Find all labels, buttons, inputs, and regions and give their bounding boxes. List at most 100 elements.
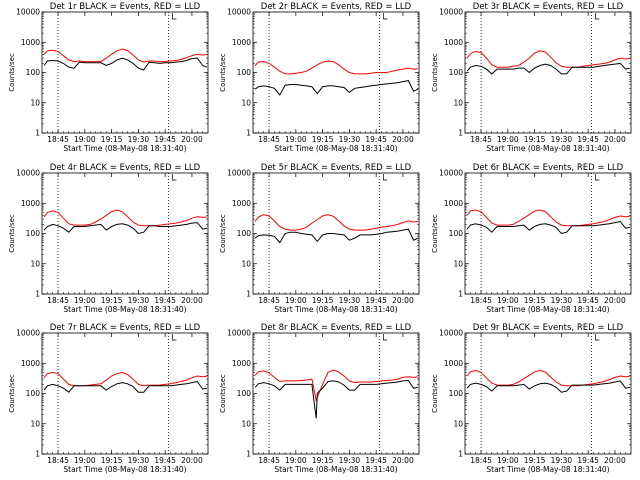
y-tick-label: 10 xyxy=(453,98,463,107)
x-tick-label: 18:45 xyxy=(258,456,280,465)
y-tick-label: 1 xyxy=(458,290,463,299)
x-tick-label: 20:00 xyxy=(392,456,414,465)
x-tick-label: 18:45 xyxy=(47,456,69,465)
panel-title: Det 9r BLACK = Events, RED = LLD xyxy=(473,323,624,333)
x-tick-label: 20:00 xyxy=(604,135,626,144)
y-axis-label: Counts/sec xyxy=(8,374,16,413)
y-tick-label: 10000 xyxy=(439,169,463,178)
x-axis-label: Start Time (08-May-08 18:31:40) xyxy=(274,144,397,153)
events-series-line xyxy=(466,62,631,75)
events-series-line xyxy=(466,220,631,235)
events-series-line xyxy=(254,80,419,96)
panel-2: Det 2r BLACK = Events, RED = LLD 1 10 100 10… xyxy=(219,2,420,153)
x-tick-label: 19:15 xyxy=(101,135,123,144)
y-tick-label: 1000 xyxy=(444,199,463,208)
x-tick-label: 19:00 xyxy=(497,456,519,465)
y-tick-label: 1 xyxy=(246,450,251,459)
x-tick-label: 19:00 xyxy=(285,296,307,305)
x-tick-label: 20:00 xyxy=(604,296,626,305)
plot-frame xyxy=(464,332,632,455)
y-tick-label: 10000 xyxy=(16,169,40,178)
y-tick-label: 1 xyxy=(246,290,251,299)
x-tick-label: 19:30 xyxy=(339,135,361,144)
marker-glyph xyxy=(383,13,388,20)
x-tick-label: 19:45 xyxy=(577,296,599,305)
y-tick-label: 100 xyxy=(237,229,252,238)
y-axis-label: Counts/sec xyxy=(431,53,439,92)
events-series-line xyxy=(254,379,419,419)
x-tick-label: 19:30 xyxy=(551,456,573,465)
x-tick-label: 19:45 xyxy=(365,456,387,465)
plot-frame xyxy=(464,172,632,295)
y-axis-label: Counts/sec xyxy=(8,53,16,92)
y-tick-label: 100 xyxy=(26,68,41,77)
x-tick-label: 20:00 xyxy=(392,296,414,305)
x-tick-label: 19:45 xyxy=(365,296,387,305)
y-tick-label: 10000 xyxy=(227,329,251,338)
plot-frame xyxy=(252,332,420,455)
y-tick-label: 10000 xyxy=(16,329,40,338)
x-tick-label: 19:15 xyxy=(101,296,123,305)
y-tick-label: 10 xyxy=(241,419,251,428)
x-tick-label: 19:30 xyxy=(128,456,150,465)
y-axis-label: Counts/sec xyxy=(219,374,227,413)
panel-4: Det 4r BLACK = Events, RED = LLD 1 10 100 10… xyxy=(8,163,209,314)
panel-3: Det 3r BLACK = Events, RED = LLD 1 10 100 10… xyxy=(431,2,632,153)
x-tick-label: 19:00 xyxy=(285,135,307,144)
x-axis-label: Start Time (08-May-08 18:31:40) xyxy=(486,305,609,314)
events-series-line xyxy=(43,57,208,71)
panel-title: Det 3r BLACK = Events, RED = LLD xyxy=(473,2,624,12)
x-tick-label: 18:45 xyxy=(470,296,492,305)
x-tick-label: 20:00 xyxy=(181,296,203,305)
x-axis-label: Start Time (08-May-08 18:31:40) xyxy=(63,144,186,153)
x-tick-label: 19:00 xyxy=(74,135,96,144)
y-tick-label: 100 xyxy=(237,389,252,398)
panel-title: Det 2r BLACK = Events, RED = LLD xyxy=(261,2,412,12)
y-tick-label: 10 xyxy=(453,259,463,268)
x-tick-label: 18:45 xyxy=(470,135,492,144)
y-tick-label: 100 xyxy=(449,68,464,77)
plot-frame xyxy=(41,11,209,134)
marker-glyph xyxy=(595,174,600,181)
y-tick-label: 10 xyxy=(30,259,40,268)
x-tick-label: 19:00 xyxy=(74,456,96,465)
y-tick-label: 1 xyxy=(35,129,40,138)
lld-series-line xyxy=(43,48,207,63)
x-axis-label: Start Time (08-May-08 18:31:40) xyxy=(274,305,397,314)
y-tick-label: 1000 xyxy=(21,38,40,47)
x-tick-label: 18:45 xyxy=(47,135,69,144)
x-tick-label: 19:00 xyxy=(74,296,96,305)
y-tick-label: 10000 xyxy=(439,329,463,338)
x-tick-label: 19:30 xyxy=(128,135,150,144)
y-tick-label: 10 xyxy=(241,98,251,107)
x-tick-label: 19:30 xyxy=(339,296,361,305)
x-tick-label: 19:15 xyxy=(312,135,334,144)
y-tick-label: 1 xyxy=(35,450,40,459)
x-tick-label: 19:15 xyxy=(101,456,123,465)
plot-frame xyxy=(252,11,420,134)
x-tick-label: 19:30 xyxy=(551,135,573,144)
panel-title: Det 4r BLACK = Events, RED = LLD xyxy=(50,163,201,173)
marker-glyph xyxy=(595,334,600,341)
y-tick-label: 1 xyxy=(246,129,251,138)
y-tick-label: 1000 xyxy=(232,199,251,208)
x-tick-label: 19:30 xyxy=(551,296,573,305)
y-tick-label: 1000 xyxy=(444,359,463,368)
lld-series-line xyxy=(466,369,630,387)
x-axis-label: Start Time (08-May-08 18:31:40) xyxy=(486,465,609,474)
x-tick-label: 18:45 xyxy=(470,456,492,465)
y-tick-label: 10 xyxy=(241,259,251,268)
panel-title: Det 8r BLACK = Events, RED = LLD xyxy=(261,323,412,333)
x-tick-label: 19:45 xyxy=(577,135,599,144)
x-tick-label: 19:15 xyxy=(312,456,334,465)
y-tick-label: 1 xyxy=(458,129,463,138)
x-tick-label: 19:15 xyxy=(312,296,334,305)
y-axis-label: Counts/sec xyxy=(431,374,439,413)
x-tick-label: 19:00 xyxy=(285,456,307,465)
y-tick-label: 1000 xyxy=(232,359,251,368)
panel-title: Det 5r BLACK = Events, RED = LLD xyxy=(261,163,412,173)
x-tick-label: 19:30 xyxy=(128,296,150,305)
panel-9: Det 9r BLACK = Events, RED = LLD 1 10 100 10… xyxy=(431,323,632,474)
x-tick-label: 20:00 xyxy=(392,135,414,144)
y-tick-label: 1000 xyxy=(444,38,463,47)
